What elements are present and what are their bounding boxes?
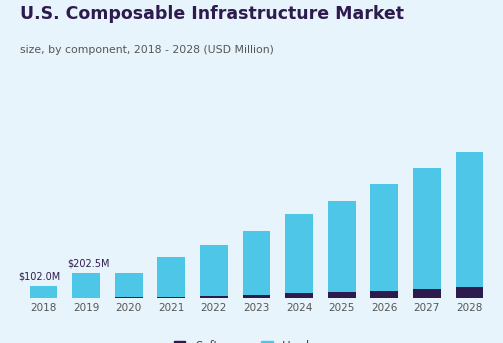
Bar xyxy=(371,185,398,291)
Bar xyxy=(157,297,185,298)
Bar xyxy=(413,289,441,298)
Bar xyxy=(200,296,228,298)
Bar xyxy=(285,293,313,298)
Bar xyxy=(413,167,441,289)
Text: size, by component, 2018 - 2028 (USD Million): size, by component, 2018 - 2028 (USD Mil… xyxy=(20,45,274,55)
Bar xyxy=(242,230,271,295)
Bar xyxy=(456,287,483,298)
Text: $102.0M: $102.0M xyxy=(18,271,60,281)
Bar xyxy=(242,295,271,298)
Bar xyxy=(157,257,185,297)
Bar xyxy=(30,286,57,298)
Bar xyxy=(456,152,483,287)
Bar xyxy=(200,246,228,296)
Text: $202.5M: $202.5M xyxy=(67,259,110,269)
Bar xyxy=(371,291,398,298)
Bar xyxy=(115,273,142,297)
Bar xyxy=(72,273,100,298)
Bar xyxy=(328,292,356,298)
Bar xyxy=(285,214,313,293)
Legend: Software, Hardware: Software, Hardware xyxy=(170,336,343,343)
Bar xyxy=(115,297,142,298)
Text: U.S. Composable Infrastructure Market: U.S. Composable Infrastructure Market xyxy=(20,5,404,23)
Bar xyxy=(328,201,356,292)
